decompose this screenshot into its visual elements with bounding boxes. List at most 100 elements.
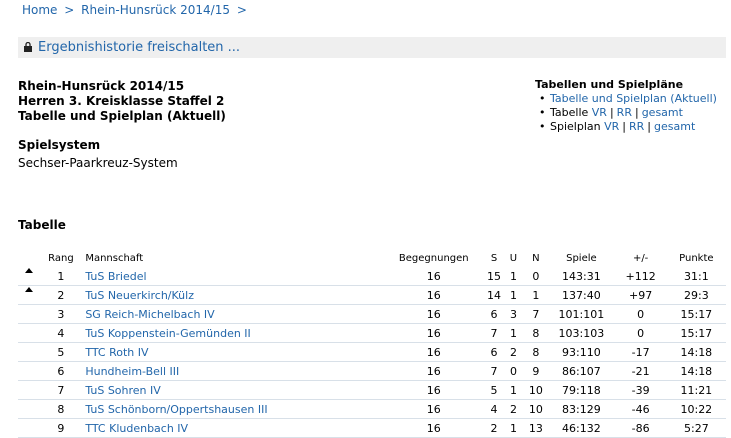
team-link[interactable]: TuS Sohren IV xyxy=(85,383,161,397)
team-link[interactable]: TTC Kludenbach IV xyxy=(85,421,189,435)
unentschieden-cell: 3 xyxy=(503,304,524,324)
niederlagen-cell: 10 xyxy=(523,399,549,419)
begegnungen-cell: 16 xyxy=(382,380,485,400)
siege-cell: 5 xyxy=(484,380,504,400)
table-row: 4 TuS Koppenstein-Gemünden II 16 7 1 8 103:103… xyxy=(18,323,726,343)
spielplan-vr-link[interactable]: VR xyxy=(604,120,620,133)
siege-cell: 2 xyxy=(484,418,504,438)
spiele-cell: 46:132 xyxy=(548,418,615,438)
breadcrumb-season-link[interactable]: Rhein-Hunsrück 2014/15 xyxy=(81,3,230,17)
col-diff: +/- xyxy=(614,250,667,267)
punkte-cell: 14:18 xyxy=(666,361,726,381)
begegnungen-cell: 16 xyxy=(382,266,485,286)
tabelle-vr-link[interactable]: VR xyxy=(591,106,607,119)
spielplan-rr-link[interactable]: RR xyxy=(629,120,645,133)
niederlagen-cell: 13 xyxy=(523,418,549,438)
punkte-cell: 29:3 xyxy=(666,285,726,305)
trend-cell xyxy=(18,304,41,324)
col-begegnungen: Begegnungen xyxy=(382,250,485,267)
niederlagen-cell: 10 xyxy=(523,380,549,400)
diff-cell: -17 xyxy=(614,342,667,362)
col-trend xyxy=(18,250,41,267)
page-title: Rhein-Hunsrück 2014/15 Herren 3. Kreiskl… xyxy=(18,79,226,124)
trend-cell xyxy=(18,342,41,362)
rang-cell: 4 xyxy=(40,323,82,343)
begegnungen-cell: 16 xyxy=(382,285,485,305)
list-item: Tabelle und Spielplan (Aktuell) xyxy=(535,92,717,106)
rang-cell: 7 xyxy=(40,380,82,400)
col-s: S xyxy=(484,250,504,267)
spiele-cell: 79:118 xyxy=(548,380,615,400)
table-row: 9 TTC Kludenbach IV 16 2 1 13 46:132 -86 5:27 xyxy=(18,418,726,438)
begegnungen-cell: 16 xyxy=(382,418,485,438)
punkte-cell: 10:22 xyxy=(666,399,726,419)
trend-cell xyxy=(18,266,41,286)
unentschieden-cell: 1 xyxy=(503,323,524,343)
team-link[interactable]: SG Reich-Michelbach IV xyxy=(85,307,215,321)
rang-cell: 5 xyxy=(40,342,82,362)
table-row: 2 TuS Neuerkirch/Külz 16 14 1 1 137:40 +97 29:3 xyxy=(18,285,726,305)
diff-cell: -86 xyxy=(614,418,667,438)
tabelle-gesamt-link[interactable]: gesamt xyxy=(641,106,683,119)
standings-table: Rang Mannschaft Begegnungen S U N Spiele… xyxy=(18,250,726,438)
team-cell: TTC Kludenbach IV xyxy=(81,418,383,438)
pipe-separator: | xyxy=(647,120,652,133)
siege-cell: 7 xyxy=(484,361,504,381)
siege-cell: 15 xyxy=(484,266,504,286)
siege-cell: 14 xyxy=(484,285,504,305)
unentschieden-cell: 2 xyxy=(503,399,524,419)
unlock-history-link[interactable]: Ergebnishistorie freischalten ... xyxy=(38,40,241,55)
lock-icon xyxy=(24,42,32,52)
spielplan-gesamt-link[interactable]: gesamt xyxy=(654,120,696,133)
spiele-cell: 137:40 xyxy=(548,285,615,305)
team-link[interactable]: TuS Briedel xyxy=(85,269,147,283)
team-link[interactable]: TuS Schönborn/Oppertshausen III xyxy=(85,402,268,416)
punkte-cell: 31:1 xyxy=(666,266,726,286)
view-title: Tabelle und Spielplan (Aktuell) xyxy=(18,109,226,123)
list-item: Spielplan VR|RR|gesamt xyxy=(535,120,717,134)
unentschieden-cell: 0 xyxy=(503,361,524,381)
begegnungen-cell: 16 xyxy=(382,399,485,419)
unentschieden-cell: 1 xyxy=(503,418,524,438)
rang-cell: 2 xyxy=(40,285,82,305)
spiele-cell: 103:103 xyxy=(548,323,615,343)
breadcrumb-home-link[interactable]: Home xyxy=(22,3,58,17)
siege-cell: 7 xyxy=(484,323,504,343)
team-link[interactable]: TTC Roth IV xyxy=(85,345,149,359)
team-link[interactable]: TuS Koppenstein-Gemünden II xyxy=(85,326,251,340)
niederlagen-cell: 7 xyxy=(523,304,549,324)
spielsystem-label: Spielsystem xyxy=(18,138,101,152)
unentschieden-cell: 1 xyxy=(503,266,524,286)
col-mannschaft: Mannschaft xyxy=(81,250,383,267)
begegnungen-cell: 16 xyxy=(382,304,485,324)
diff-cell: -39 xyxy=(614,380,667,400)
trend-cell xyxy=(18,285,41,305)
spiele-cell: 143:31 xyxy=(548,266,615,286)
table-row: 3 SG Reich-Michelbach IV 16 6 3 7 101:101 0 15:1… xyxy=(18,304,726,324)
pipe-separator: | xyxy=(622,120,626,133)
table-header-row: Rang Mannschaft Begegnungen S U N Spiele… xyxy=(18,250,726,267)
spiele-cell: 101:101 xyxy=(548,304,615,324)
pipe-separator: | xyxy=(609,106,614,119)
begegnungen-cell: 16 xyxy=(382,342,485,362)
trend-cell xyxy=(18,323,41,343)
diff-cell: 0 xyxy=(614,323,667,343)
table-row: 8 TuS Schönborn/Oppertshausen III 16 4 2 10 83… xyxy=(18,399,726,419)
spiele-cell: 93:110 xyxy=(548,342,615,362)
col-rang: Rang xyxy=(40,250,82,267)
punkte-cell: 15:17 xyxy=(666,304,726,324)
col-punkte: Punkte xyxy=(666,250,726,267)
trend-cell xyxy=(18,399,41,419)
team-link[interactable]: TuS Neuerkirch/Külz xyxy=(85,288,194,302)
diff-cell: +97 xyxy=(614,285,667,305)
current-table-link[interactable]: Tabelle und Spielplan (Aktuell) xyxy=(550,92,717,105)
unlock-history-bar: Ergebnishistorie freischalten ... xyxy=(18,37,726,58)
tabelle-rr-link[interactable]: RR xyxy=(616,106,632,119)
punkte-cell: 15:17 xyxy=(666,323,726,343)
niederlagen-cell: 8 xyxy=(523,323,549,343)
rang-cell: 1 xyxy=(40,266,82,286)
panel-title: Tabellen und Spielpläne xyxy=(535,78,684,91)
diff-cell: +112 xyxy=(614,266,667,286)
rang-cell: 6 xyxy=(40,361,82,381)
team-link[interactable]: Hundheim-Bell III xyxy=(85,364,180,378)
